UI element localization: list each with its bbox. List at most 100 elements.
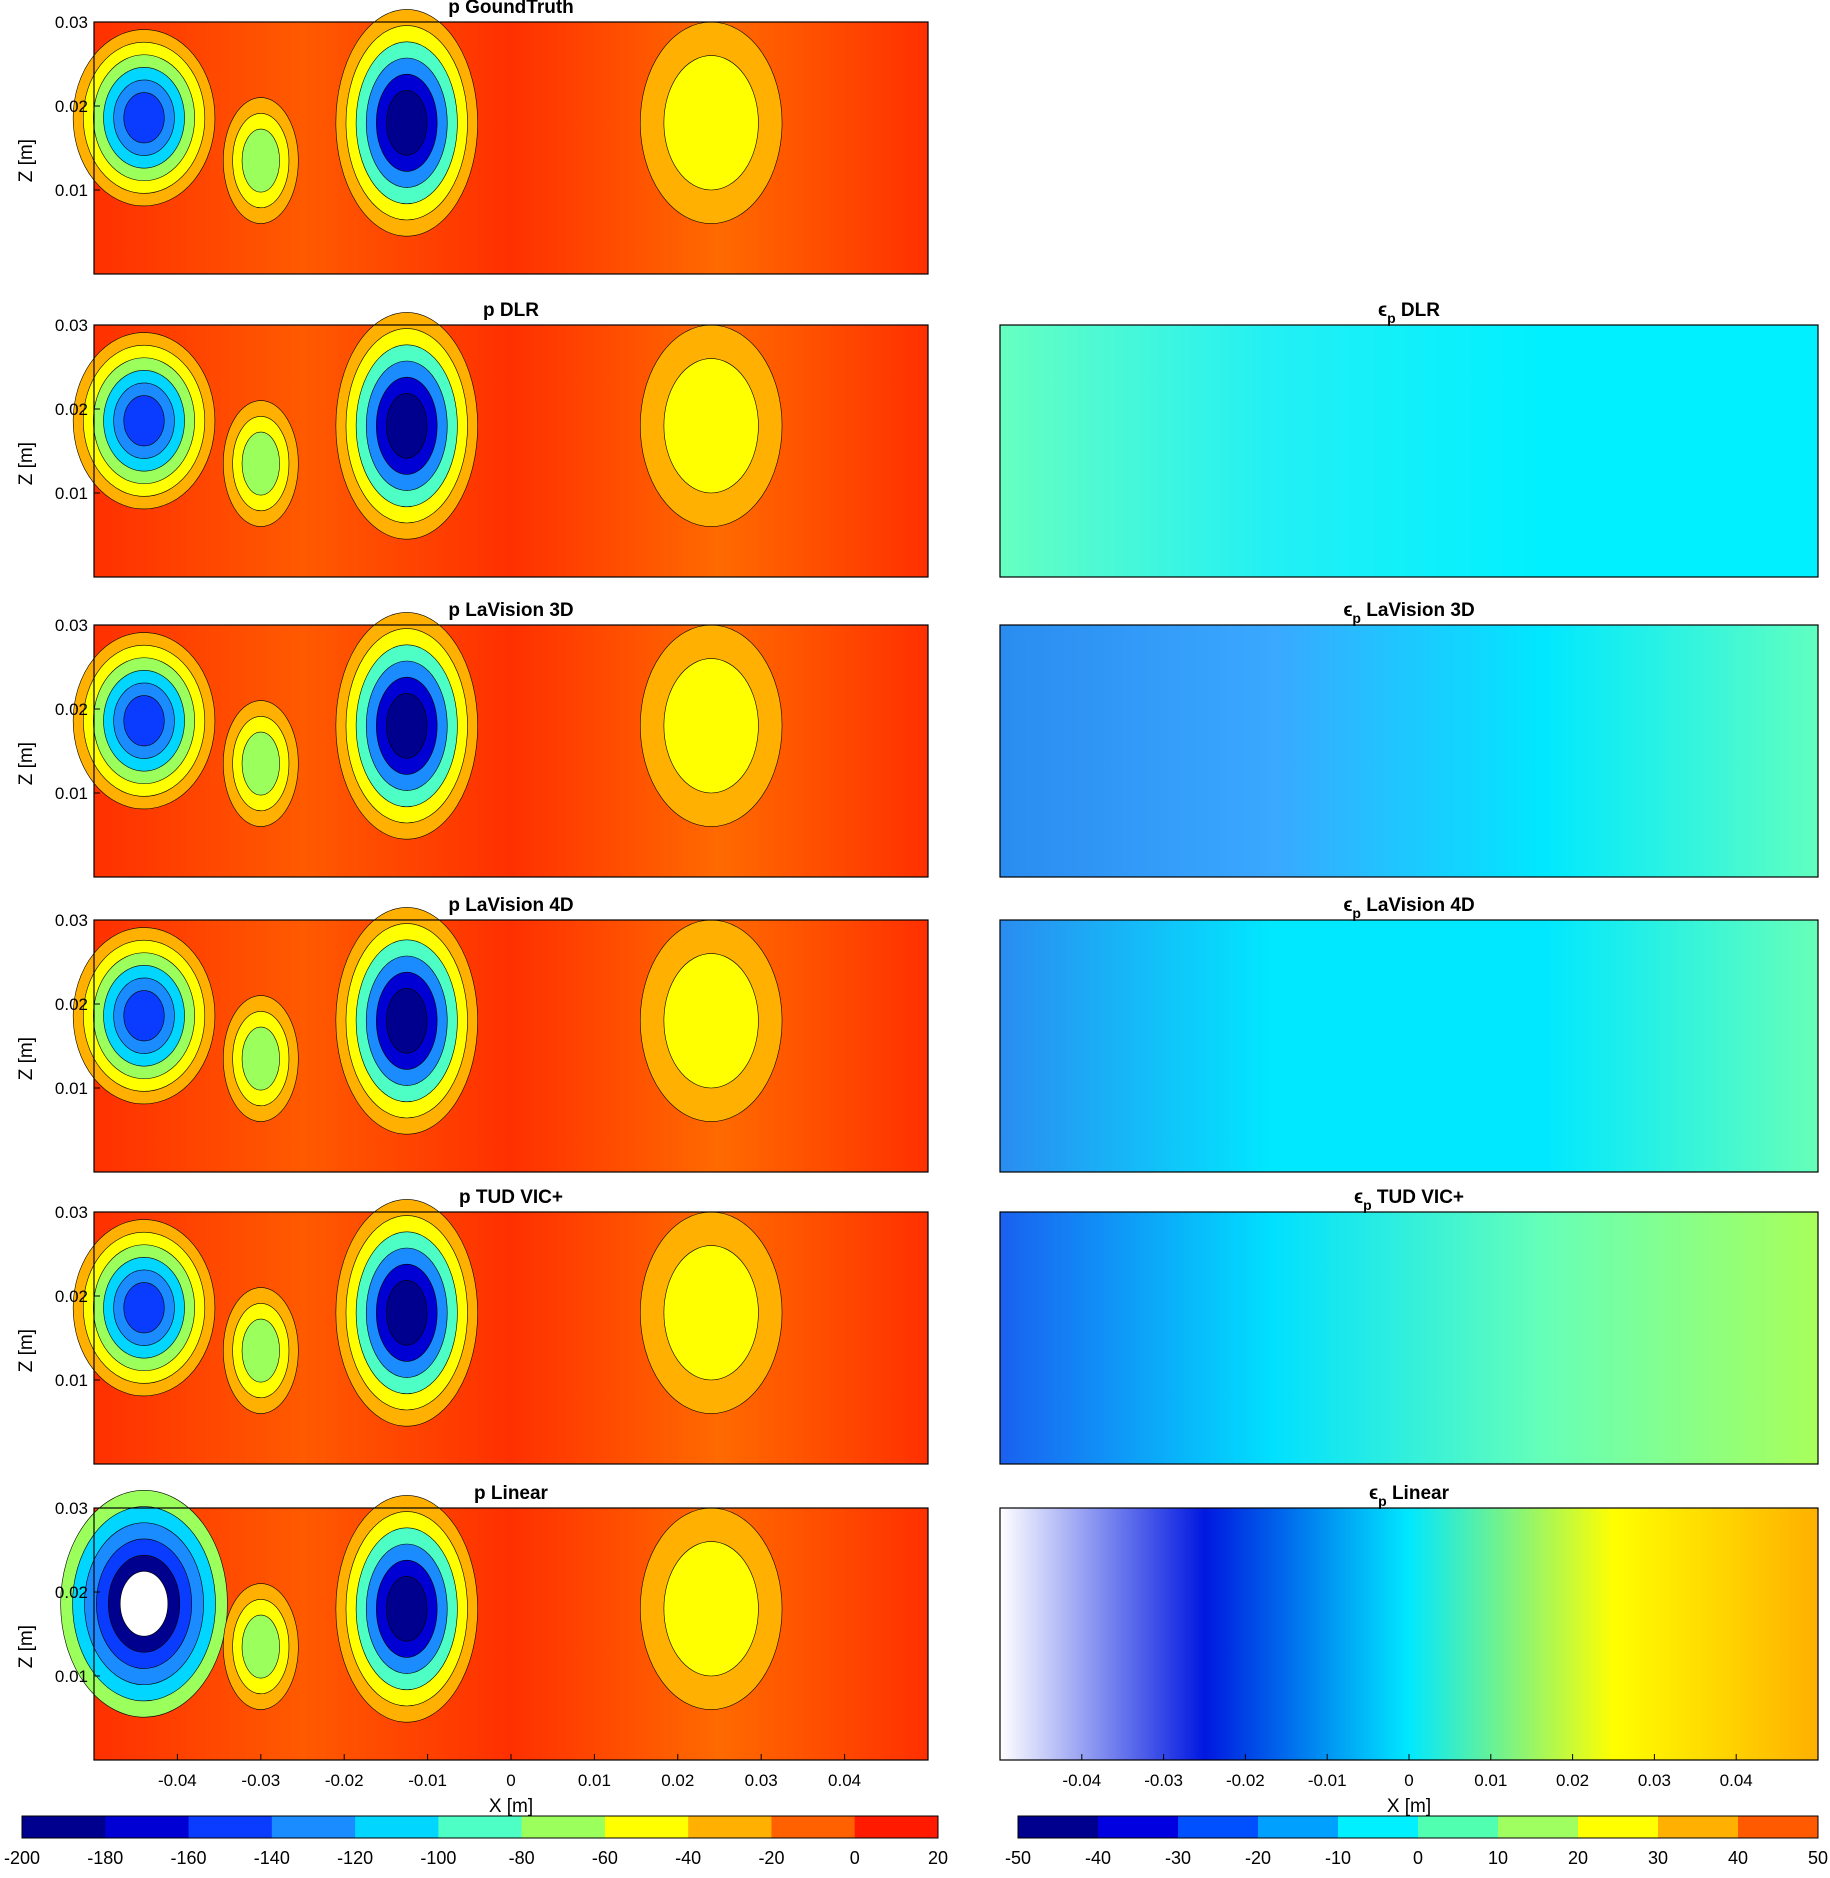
y-tick-label: 0.02 — [55, 1583, 88, 1602]
colorbar-segment — [1498, 1816, 1579, 1838]
axes-frame — [999, 324, 1819, 578]
x-axis-label: X [m] — [489, 1796, 533, 1817]
colorbar-tick-label: -120 — [337, 1848, 373, 1868]
axes-frame — [93, 324, 929, 578]
colorbar-tick-label: -80 — [509, 1848, 535, 1868]
x-axis-label: X [m] — [1387, 1796, 1431, 1817]
axes-frame — [93, 919, 929, 1173]
field-area — [1000, 1212, 1818, 1464]
title-symbol: ϵ — [1343, 895, 1352, 916]
colorbar-segment — [688, 1816, 772, 1838]
colorbar-pressure: -200 -180 -160 -140 -120 -100 -80 -60 -40 -20 0 20 — [4, 1815, 948, 1868]
axes-frame — [93, 624, 929, 878]
field-area — [94, 1212, 928, 1464]
colorbar-segment — [1098, 1816, 1179, 1838]
colorbar-tick-label: -50 — [1005, 1848, 1031, 1868]
colorbar-tick-label: -40 — [675, 1848, 701, 1868]
x-tick-label: 0.01 — [1474, 1771, 1507, 1790]
x-tick-label: 0 — [506, 1771, 515, 1790]
colorbar-segment — [22, 1816, 106, 1838]
colorbar-segment — [1258, 1816, 1339, 1838]
colorbar-segment — [521, 1816, 606, 1838]
title-text: LaVision 3D — [1361, 600, 1475, 621]
title-text: TUD VIC+ — [1372, 1187, 1464, 1208]
field-area — [94, 22, 928, 274]
panel-left-4: p TUD VIC+ 0.01 0.02 0.03 Z [m] — [16, 1187, 929, 1465]
y-tick-label: 0.03 — [55, 316, 88, 335]
y-tick-label: 0.02 — [55, 1287, 88, 1306]
colorbar-tick-label: -60 — [592, 1848, 618, 1868]
colorbar-tick-label: -20 — [758, 1848, 784, 1868]
colorbar-segment — [105, 1816, 190, 1838]
y-tick-label: 0.01 — [55, 484, 88, 503]
panel-title: ϵp TUD VIC+ — [1354, 1187, 1464, 1213]
y-tick-label: 0.01 — [55, 1667, 88, 1686]
colorbar-tick-label: 0 — [1413, 1848, 1423, 1868]
title-text: LaVision 4D — [1361, 895, 1475, 916]
title-symbol: ϵ — [1354, 1187, 1363, 1208]
colorbar-tick-label: -180 — [87, 1848, 123, 1868]
x-tick-label: -0.03 — [1144, 1771, 1183, 1790]
colorbar-tick-label: -200 — [4, 1848, 40, 1868]
x-tick-label: -0.02 — [1226, 1771, 1265, 1790]
panel-title: p GoundTruth — [448, 0, 574, 18]
y-tick-label: 0.01 — [55, 784, 88, 803]
axes-frame — [93, 1211, 929, 1465]
x-tick-label: -0.01 — [1308, 1771, 1347, 1790]
colorbar-tick-label: -100 — [420, 1848, 456, 1868]
colorbar-segment — [604, 1816, 689, 1838]
colorbar-segment — [188, 1816, 273, 1838]
y-tick-label: 0.03 — [55, 911, 88, 930]
x-tick-label: -0.01 — [408, 1771, 447, 1790]
panel-left-3: p LaVision 4D 0.01 0.02 0.03 Z [m] — [16, 895, 929, 1173]
title-text: DLR — [1396, 300, 1441, 321]
y-tick-label: 0.03 — [55, 1499, 88, 1518]
colorbar-segment — [1178, 1816, 1259, 1838]
title-symbol: ϵ — [1369, 1483, 1378, 1504]
y-tick-label: 0.03 — [55, 13, 88, 32]
axes-frame — [999, 919, 1819, 1173]
panel-right-1: ϵp DLR — [999, 300, 1819, 578]
x-tick-label: -0.02 — [325, 1771, 364, 1790]
colorbar-tick-label: -140 — [254, 1848, 290, 1868]
panel-right-2: ϵp LaVision 3D — [999, 600, 1819, 878]
colorbar-segment — [1018, 1816, 1099, 1838]
x-tick-label: 0.01 — [578, 1771, 611, 1790]
y-tick-label: 0.03 — [55, 616, 88, 635]
colorbar-tick-label: 20 — [1568, 1848, 1588, 1868]
colorbar-tick-label: 10 — [1488, 1848, 1508, 1868]
axes-frame — [999, 1211, 1819, 1465]
panel-title: p LaVision 3D — [448, 600, 573, 621]
x-tick-label: 0.04 — [1720, 1771, 1753, 1790]
panel-title: ϵp LaVision 4D — [1343, 895, 1474, 921]
colorbar-tick-label: -10 — [1325, 1848, 1351, 1868]
colorbar-segment — [355, 1816, 439, 1838]
y-axis-label: Z [m] — [16, 1037, 37, 1080]
title-subscript: p — [1352, 610, 1361, 626]
colorbar-frame — [1017, 1815, 1819, 1839]
panel-right-3: ϵp LaVision 4D — [999, 895, 1819, 1173]
field-area — [94, 920, 928, 1172]
x-tick-label: -0.03 — [241, 1771, 280, 1790]
panel-title: p Linear — [474, 1483, 549, 1504]
y-axis-label: Z [m] — [16, 1625, 37, 1668]
x-tick-label: -0.04 — [158, 1771, 197, 1790]
colorbar-segment — [1338, 1816, 1419, 1838]
y-tick-label: 0.03 — [55, 1203, 88, 1222]
colorbar-segment — [854, 1816, 939, 1838]
title-subscript: p — [1378, 1493, 1387, 1509]
field-area — [1000, 625, 1818, 877]
panel-left-1: p DLR 0.01 0.02 0.03 Z [m] — [16, 300, 929, 578]
panel-right-5: ϵp Linear -0.04 -0.03 -0.02 -0.01 0 0.01 0.02 0.… — [999, 1483, 1819, 1817]
colorbar-tick-label: 30 — [1648, 1848, 1668, 1868]
colorbar-tick-label: 40 — [1728, 1848, 1748, 1868]
x-tick-label: 0 — [1404, 1771, 1413, 1790]
colorbar-segment — [1578, 1816, 1659, 1838]
colorbar-error: -50 -40 -30 -20 -10 0 10 20 30 40 50 — [1005, 1815, 1828, 1868]
colorbar-segment — [271, 1816, 356, 1838]
field-area — [94, 325, 928, 577]
y-tick-label: 0.02 — [55, 97, 88, 116]
colorbar-tick-label: 0 — [850, 1848, 860, 1868]
colorbar-segment — [1738, 1816, 1819, 1838]
